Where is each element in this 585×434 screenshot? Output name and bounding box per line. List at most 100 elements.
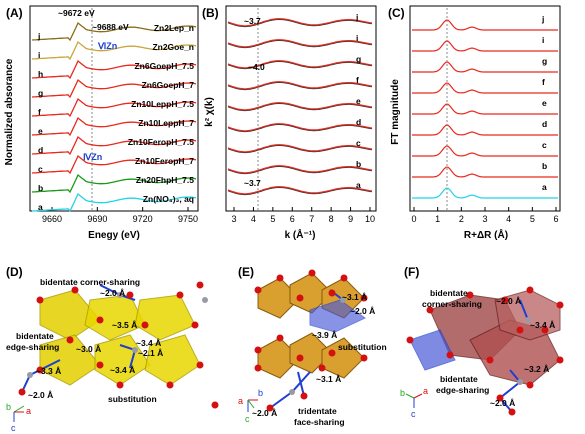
panel-b-letters: j i g f e d c b a [355,12,361,190]
panel-c-letters: j i g f e d c b a [541,14,547,192]
panel-f-text-2-0-b: ~2.0 Å [490,398,515,408]
panel-e-text-face-sharing: face-sharing [294,417,345,427]
panel-b-annotation-top: ~3.7 [244,16,261,26]
panel-b-annotation-bottom: ~3.7 [244,178,261,188]
ft-letter-d: d [542,119,547,129]
panel-f-text-2-0-a: ~2.0 Å [496,296,521,306]
panel-d-text-2-1: ~2.1 Å [138,348,163,358]
panel-e-axis-c: c [245,414,250,424]
panel-b-tick-label: 4 [251,214,256,224]
panel-c-tick-label: 0 [411,214,416,224]
exafs-letter-i: i [356,33,358,43]
panel-d-text-3-4-b: ~3.4 Å [110,365,135,375]
panel-c-ylabel: FT magnitude [390,79,401,145]
xanes-curve-i [31,40,197,61]
panel-b-frame [225,5,377,212]
panel-a-tick-label: 9750 [178,214,198,224]
xanes-name-a: Zn(NO₃)₂, aq [143,194,194,204]
panel-d: (D) bidentate corner-sharing ~2.0 Å ~3.5… [6,265,219,433]
xanes-letter-g: g [38,88,43,98]
ft-curve-c [412,145,558,157]
annotation-vi-zn: ⅥZn [97,41,117,51]
ft-curve-j [412,19,558,31]
xanes-name-e: Zn10LeppH_7 [138,118,194,128]
panel-f: (F) bidentate corner-sharing ~2.0 Å ~3.4… [400,265,564,419]
panel-c-frame [409,5,561,212]
xanes-letter-h: h [38,69,43,79]
xanes-curve-a [31,192,197,213]
exafs-letter-b: b [356,159,361,169]
panel-d-text-3-4-a: ~3.4 Å [136,338,161,348]
panel-c-label: (C) [388,6,405,20]
xanes-name-d: Zn10FeropH_7.5 [128,137,194,147]
xanes-letter-i: i [38,50,40,60]
exafs-data-f [227,82,373,91]
exafs-fit-d [227,123,373,132]
exafs-data-e [227,103,373,112]
xanes-name-c: Zn10FeropH_7 [135,156,194,166]
panel-b-tick-label: 7 [309,214,314,224]
ft-letter-i: i [542,35,544,45]
ft-letter-g: g [542,56,547,66]
panel-e-structure [254,269,368,412]
exafs-fit-i [227,39,373,48]
exafs-fit-b [227,165,373,174]
panel-c-xticks: 0 1 2 3 4 5 6 [411,207,559,224]
panel-d-axis-a: a [26,406,31,416]
exafs-letter-a: a [356,180,361,190]
ft-curve-i [412,40,558,52]
exafs-data-b [227,166,373,175]
xanes-letter-c: c [38,164,43,174]
panel-c-curves [412,19,558,199]
panel-d-text-3-0: ~3.0 Å [76,344,101,354]
panel-d-text-3-5: ~3.5 Å [112,320,137,330]
exafs-fit-g [227,60,373,69]
panel-a-xticks: 9660 9690 9720 9750 [42,207,198,224]
panel-d-text-2-0-a: ~2.0 Å [100,288,125,298]
panel-a-names: Zn2Lep_n Zn2Goe_n Zn6GoepH_7.5 Zn6GoepH_7 Zn… [128,23,194,204]
panel-e-text-2-0-b: ~2.0 Å [252,408,277,418]
xanes-name-i: Zn2Goe_n [152,42,194,52]
panel-a: (A) Normalized absorance Enegy (eV) 9660… [4,5,199,241]
panel-a-curves [31,21,197,213]
exafs-letter-g: g [356,54,361,64]
panel-f-axis-a: a [423,386,428,396]
panel-c-tick-label: 2 [459,214,464,224]
panel-b-tick-label: 3 [231,214,236,224]
exafs-letter-f: f [356,75,359,85]
exafs-data-j [227,19,373,28]
ft-letter-e: e [542,98,547,108]
panel-b-tick-label: 6 [290,214,295,224]
xanes-letter-e: e [38,126,43,136]
xanes-letter-a: a [38,202,43,212]
panel-b-xticks: 3 4 5 6 7 8 9 10 [231,207,375,224]
xanes-curve-f [31,97,197,118]
exafs-fit-c [227,144,373,153]
exafs-data-i [227,40,373,49]
panel-e-text-3-1-b: ~3.1 Å [316,374,341,384]
panel-f-label: (F) [404,265,419,279]
xanes-name-f: Zn10LeppH_7.5 [131,99,194,109]
xanes-curve-d [31,135,197,156]
panel-c-tick-label: 1 [435,214,440,224]
annotation-iv-zn: ⅣZn [83,152,102,162]
ft-curve-f [412,82,558,94]
exafs-fit-e [227,102,373,111]
panel-d-text-3-3: ~3.3 Å [36,366,61,376]
panel-f-axis-b: b [400,388,405,398]
panel-e-axis-b: b [258,388,263,398]
panel-f-structure [406,286,564,416]
exafs-letter-e: e [356,96,361,106]
xanes-name-b: Zn20FhpH_7.5 [136,175,194,185]
panel-b-ylabel: k² χ(k) [204,97,215,127]
annotation-9688: ~9688 eV [92,22,129,32]
xanes-name-h: Zn6GoepH_7.5 [134,61,194,71]
panel-b-tick-label: 5 [270,214,275,224]
exafs-letter-d: d [356,117,361,127]
xanes-curve-b [31,173,197,194]
panel-c-tick-label: 6 [553,214,558,224]
panel-e-text-tridentate: tridentate [298,406,337,416]
panel-b-xlabel: k (Å⁻¹) [285,228,316,241]
panel-b-tick-label: 9 [348,214,353,224]
